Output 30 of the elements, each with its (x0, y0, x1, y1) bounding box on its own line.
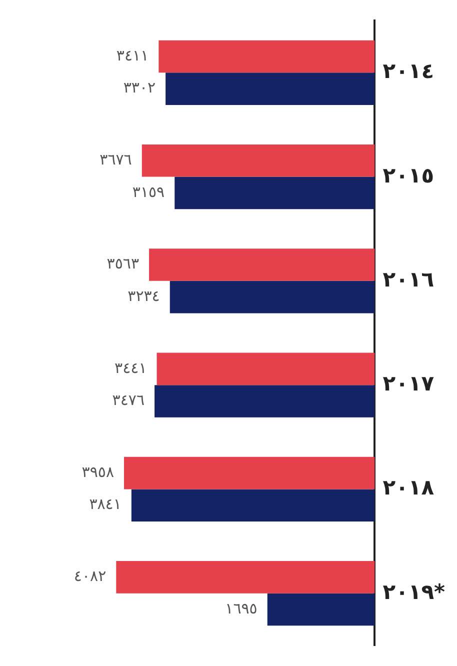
data-label: ١٦٩٥ (225, 599, 258, 618)
data-label: ٣٩٥٨ (82, 462, 114, 481)
data-label: ٣٤٧٦ (112, 391, 145, 410)
data-label: ٣٣٠٢ (123, 78, 156, 97)
data-label: ٣٥٦٣ (106, 254, 140, 273)
bar (149, 248, 375, 281)
y-tick-label: ٢٠١٧ (382, 372, 434, 396)
data-label: ٣٦٧٦ (100, 150, 132, 169)
bar (267, 593, 375, 626)
bar (170, 280, 375, 314)
bar (156, 352, 375, 386)
bar (142, 144, 375, 177)
bar (174, 176, 375, 210)
data-label: ٤٠٨٢ (74, 567, 106, 586)
data-label: ٣٢٣٤ (128, 286, 160, 305)
bar (158, 40, 375, 73)
bar (154, 385, 375, 418)
data-label: ٣٨٤١ (89, 495, 122, 514)
y-tick-label: ٢٠١٨ (382, 476, 434, 500)
data-label: ٣٤١١ (116, 46, 149, 64)
bar (166, 72, 375, 105)
data-label: ٣٤٤١ (114, 358, 147, 377)
bar (131, 489, 375, 522)
bar (124, 456, 375, 490)
y-tick-label: ٢٠١٤ (382, 59, 434, 84)
y-tick-label: ٢٠١٩* (382, 580, 446, 604)
y-tick-label: ٢٠١٦ (382, 267, 434, 292)
y-tick-label: ٢٠١٥ (382, 163, 434, 188)
data-label: ٣١٥٩ (132, 182, 165, 201)
bar (116, 561, 375, 594)
